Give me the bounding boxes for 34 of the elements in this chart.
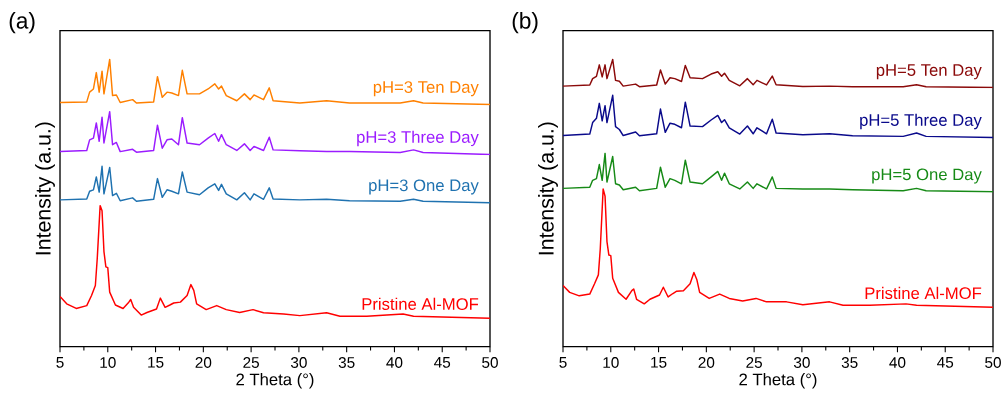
- x-tick-label: 45: [434, 357, 451, 368]
- x-tick-label: 50: [985, 357, 1001, 368]
- x-tick-label: 10: [100, 357, 116, 368]
- series-label: pH=3 Three Day: [357, 130, 479, 147]
- x-tick-label: 25: [243, 357, 259, 368]
- y-axis-title: Intensity (a.u.): [35, 122, 55, 255]
- x-tick-label: 30: [793, 357, 810, 368]
- x-tick-label: 15: [148, 357, 164, 368]
- x-tick-label: 35: [841, 357, 858, 368]
- series-label: pH=5 One Day: [872, 168, 982, 184]
- x-tick-label: 15: [651, 357, 667, 368]
- chart-title: (a): [9, 12, 35, 34]
- series-label: pH=5 Three Day: [860, 113, 982, 130]
- series-label: pH=3 One Day: [369, 179, 479, 195]
- x-tick-label: 5: [56, 357, 64, 368]
- x-tick-label: 20: [698, 357, 715, 368]
- x-tick-label: 40: [386, 357, 403, 368]
- x-tick-label: 20: [195, 357, 212, 368]
- series-label: Pristine Al-MOF: [865, 286, 982, 300]
- x-tick-label: 35: [338, 357, 355, 368]
- x-tick-label: 10: [603, 357, 619, 368]
- x-tick-label: 5: [559, 357, 567, 368]
- y-axis-title: Intensity (a.u.): [538, 122, 558, 255]
- x-axis-title: 2 Theta (°): [739, 373, 817, 389]
- series-label: Pristine Al-MOF: [362, 297, 479, 310]
- series-label: pH=3 Ten Day: [373, 81, 479, 97]
- chart-title: (b): [512, 12, 538, 34]
- x-tick-label: 40: [889, 357, 906, 368]
- x-tick-label: 30: [290, 357, 307, 368]
- series-label: pH=5 Ten Day: [876, 64, 982, 80]
- x-axis-title: 2 Theta (°): [236, 373, 314, 389]
- x-tick-label: 45: [937, 357, 954, 368]
- x-tick-label: 25: [746, 357, 762, 368]
- x-tick-label: 50: [482, 357, 498, 368]
